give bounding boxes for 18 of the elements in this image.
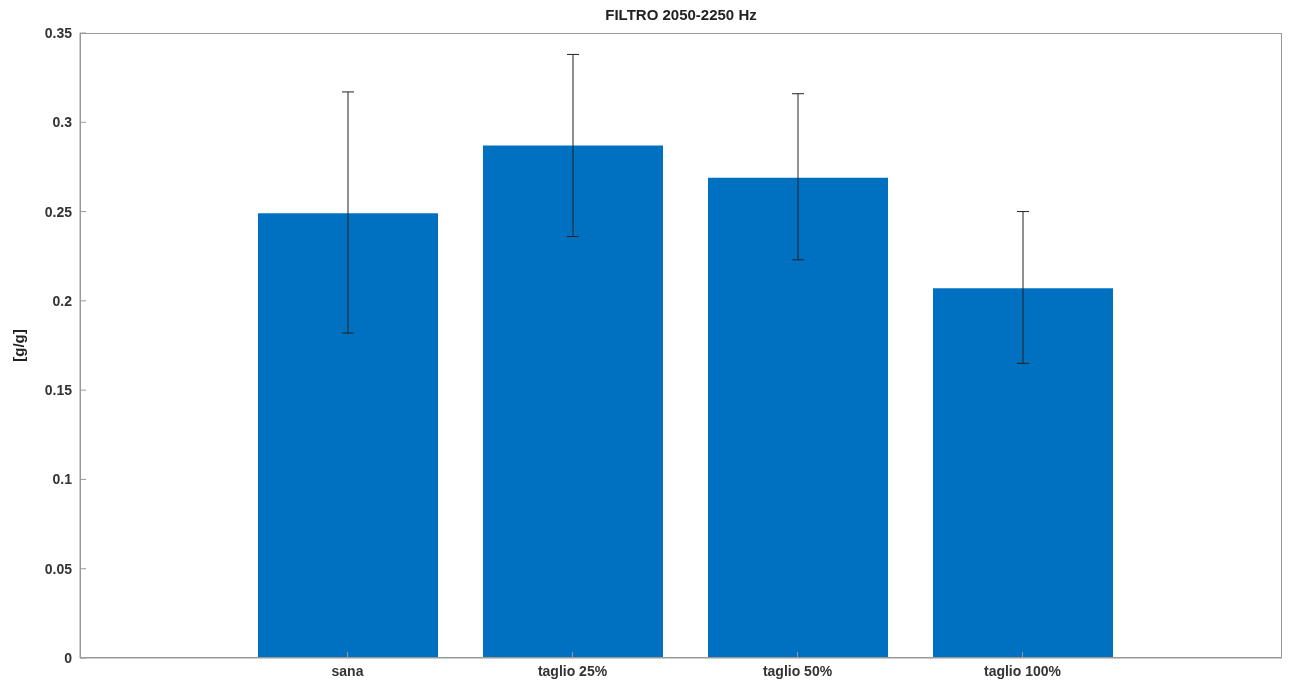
bar	[483, 145, 663, 658]
bar	[258, 213, 438, 658]
x-tick-label: taglio 100%	[983, 662, 1062, 679]
x-tick-label: taglio 25%	[537, 662, 608, 679]
y-tick-label: 0.15	[44, 382, 73, 399]
y-tick-label: 0.35	[44, 24, 73, 41]
y-tick-label: 0.2	[52, 292, 73, 309]
y-tick-label: 0.1	[52, 471, 73, 488]
y-tick-label: 0.3	[52, 114, 73, 131]
y-axis-title: [g/g]	[10, 329, 27, 362]
y-tick-label: 0	[64, 649, 73, 666]
y-tick-label: 0.05	[44, 560, 73, 577]
bar	[708, 177, 888, 658]
y-tick-label: 0.25	[44, 203, 73, 220]
chart-title: FILTRO 2050-2250 Hz	[605, 6, 757, 23]
x-tick-label: taglio 50%	[762, 662, 833, 679]
x-tick-label: sana	[331, 662, 364, 679]
bar	[933, 288, 1113, 658]
